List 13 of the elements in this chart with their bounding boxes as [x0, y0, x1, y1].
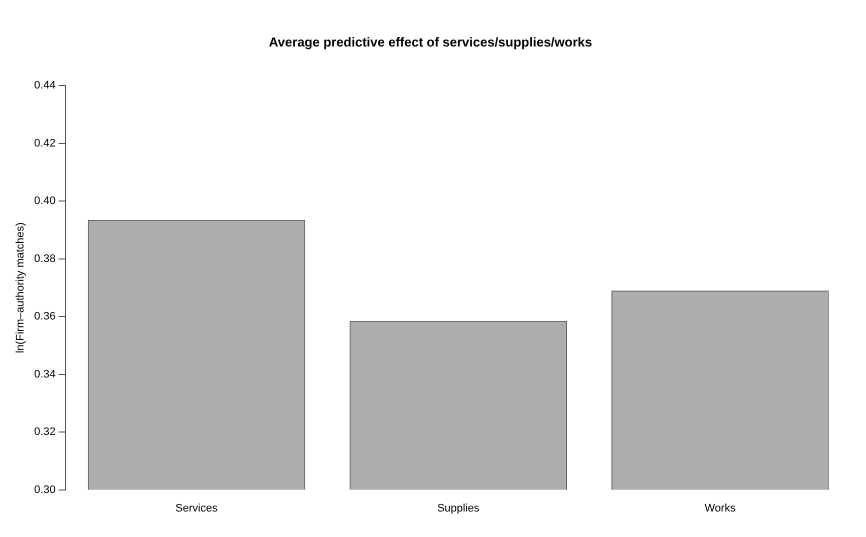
y-tick-label: 0.38 [34, 252, 56, 265]
y-tick-label: 0.44 [34, 80, 56, 92]
y-tick-label: 0.40 [34, 195, 56, 208]
y-tick-label: 0.36 [34, 310, 56, 323]
y-tick-label: 0.34 [34, 368, 56, 380]
y-tick-label: 0.32 [34, 426, 56, 438]
x-tick-label: Works [704, 502, 736, 514]
x-tick-label: Supplies [437, 502, 480, 514]
y-axis-title: ln(Firm–authority matches) [14, 222, 27, 354]
x-tick-label: Services [175, 502, 218, 514]
y-tick-label: 0.30 [34, 484, 56, 496]
y-tick-label: 0.42 [34, 137, 56, 150]
chart-title: Average predictive effect of services/supplies/works [268, 34, 592, 50]
